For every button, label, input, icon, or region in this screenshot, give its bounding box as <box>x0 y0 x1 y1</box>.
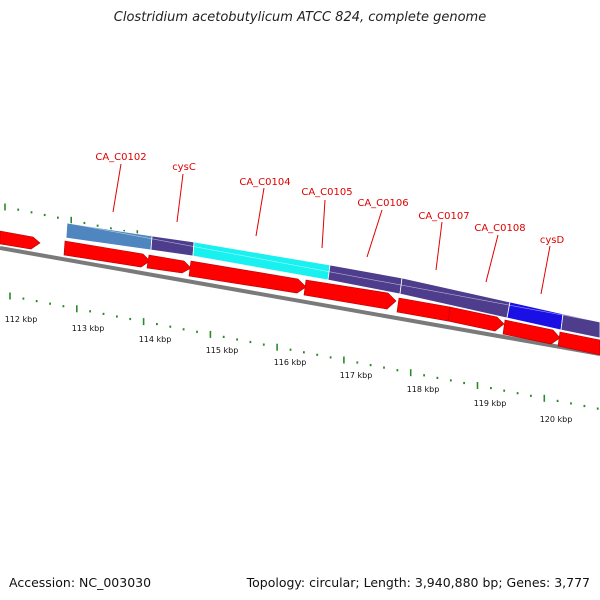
feature-track <box>65 222 600 339</box>
inner-tick-ring <box>9 292 599 410</box>
cds-arrow-6[interactable] <box>447 306 505 332</box>
gene-label-ca-c0107[interactable]: CA_C0107 <box>418 211 470 271</box>
gene-label-ca-c0102[interactable]: CA_C0102 <box>95 152 147 213</box>
gene-label-text: CA_C0105 <box>301 187 352 198</box>
accession-text: Accession: NC_003030 <box>9 575 152 590</box>
leader-line <box>435 221 443 271</box>
scale-label: 116 kbp <box>274 358 307 367</box>
scale-labels: 112 kbp 113 kbp 114 kbp 115 kbp 116 kbp … <box>5 315 573 424</box>
genome-stats-text: Topology: circular; Length: 3,940,880 bp… <box>246 575 590 590</box>
leader-line <box>366 209 383 258</box>
gene-label-ca-c0106[interactable]: CA_C0106 <box>357 198 409 258</box>
cds-arrow-0[interactable] <box>0 230 41 250</box>
scale-label: 112 kbp <box>5 315 38 324</box>
gene-label-cysd[interactable]: cysD <box>540 235 565 295</box>
gene-label-text: CA_C0104 <box>239 177 290 188</box>
gene-label-text: CA_C0107 <box>418 211 469 222</box>
gene-label-text: CA_C0102 <box>95 152 146 163</box>
leader-line <box>176 173 184 223</box>
backbone-layer <box>0 246 600 356</box>
gene-label-ca-c0104[interactable]: CA_C0104 <box>239 177 291 237</box>
cds-arrow-7[interactable] <box>502 319 561 345</box>
scale-label: 118 kbp <box>407 385 440 394</box>
scale-label: 115 kbp <box>206 346 239 355</box>
gene-label-text: CA_C0108 <box>474 223 525 234</box>
scale-label: 117 kbp <box>340 371 373 380</box>
map-title: Clostridium acetobutylicum ATCC 824, com… <box>113 10 487 25</box>
genome-backbone <box>0 246 600 356</box>
leader-line <box>112 163 122 213</box>
gene-labels: CA_C0102 cysC CA_C0104 CA_C0105 CA_C0106… <box>95 152 565 295</box>
gene-label-cysc[interactable]: cysC <box>172 162 196 223</box>
leader-line <box>321 199 326 249</box>
scale-label: 113 kbp <box>72 324 105 333</box>
gene-label-ca-c0105[interactable]: CA_C0105 <box>301 187 353 249</box>
scale-label: 119 kbp <box>474 399 507 408</box>
leader-line <box>485 234 499 283</box>
cds-arrow-4[interactable] <box>303 279 397 310</box>
cds-arrow-8[interactable] <box>557 331 600 356</box>
cds-arrow-1[interactable] <box>63 240 151 268</box>
feature-edge-highlight <box>66 222 600 323</box>
leader-line <box>255 187 265 237</box>
cds-arrow-2[interactable] <box>146 254 192 274</box>
gene-label-text: cysC <box>172 162 196 173</box>
feature-cysc[interactable] <box>150 235 195 257</box>
gene-label-text: cysD <box>540 235 565 246</box>
gene-label-text: CA_C0106 <box>357 198 408 209</box>
cds-track <box>0 230 600 356</box>
leader-line <box>540 245 551 295</box>
gene-label-ca-c0108[interactable]: CA_C0108 <box>474 223 526 283</box>
scale-label: 120 kbp <box>540 415 573 424</box>
cds-arrow-3[interactable] <box>188 260 307 294</box>
scale-label: 114 kbp <box>139 335 172 344</box>
